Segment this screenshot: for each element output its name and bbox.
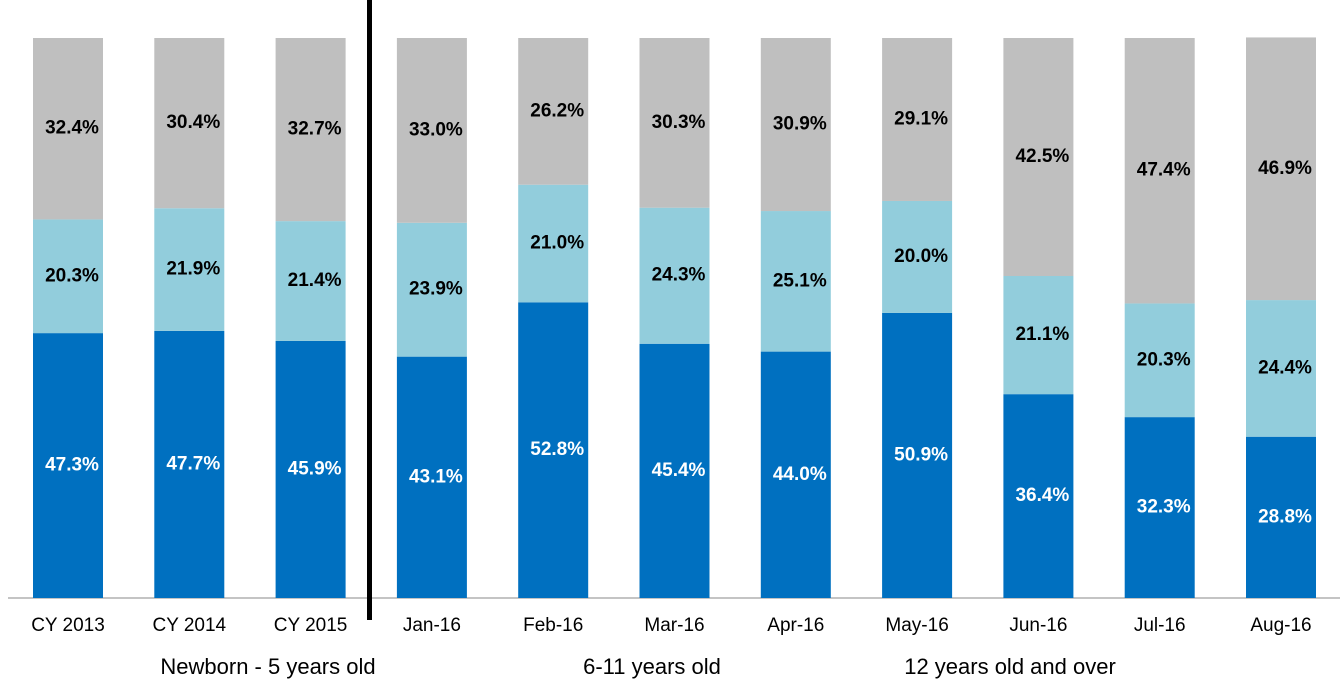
bar-segment bbox=[154, 38, 225, 209]
bar-segment bbox=[33, 333, 103, 598]
bar-segment bbox=[518, 184, 589, 303]
x-tick-label: Mar-16 bbox=[644, 615, 704, 636]
value-label: 42.5% bbox=[1015, 146, 1069, 167]
bar-segment bbox=[1124, 38, 1195, 304]
value-label: 24.4% bbox=[1258, 357, 1312, 378]
value-label: 23.9% bbox=[409, 279, 463, 300]
value-label: 30.9% bbox=[773, 114, 827, 135]
bar-segment bbox=[275, 38, 346, 222]
bar-segment bbox=[760, 38, 831, 212]
bar-segment bbox=[882, 312, 953, 598]
value-label: 44.0% bbox=[773, 464, 827, 485]
bar-segment bbox=[760, 211, 831, 352]
bar-segment bbox=[154, 330, 225, 598]
bar-segment bbox=[1003, 394, 1074, 598]
value-label: 21.0% bbox=[530, 233, 584, 254]
value-label: 32.3% bbox=[1137, 497, 1191, 518]
legend-label: 12 years old and over bbox=[904, 654, 1116, 679]
value-label: 46.9% bbox=[1258, 158, 1312, 179]
bar-segment bbox=[396, 356, 467, 598]
bar-segment bbox=[518, 302, 589, 598]
bar-segment bbox=[33, 38, 103, 220]
value-label: 47.7% bbox=[166, 453, 220, 474]
x-tick-label: Apr-16 bbox=[767, 615, 824, 636]
bar-segment bbox=[882, 200, 953, 313]
legend-label: Newborn - 5 years old bbox=[160, 654, 375, 679]
x-tick-label: Feb-16 bbox=[523, 615, 583, 636]
x-tick-label: CY 2014 bbox=[152, 615, 226, 636]
value-label: 32.7% bbox=[288, 119, 342, 140]
bar-segment bbox=[639, 343, 710, 598]
value-label: 43.1% bbox=[409, 466, 463, 487]
x-tick-label: Jul-16 bbox=[1134, 615, 1186, 636]
bar-segment bbox=[518, 38, 589, 185]
value-label: 47.4% bbox=[1137, 160, 1191, 181]
bar-segment bbox=[882, 38, 953, 201]
bar-segment bbox=[1246, 436, 1316, 598]
bar-segment bbox=[1246, 300, 1316, 437]
x-tick-label: CY 2013 bbox=[31, 615, 105, 636]
bar-segment bbox=[760, 351, 831, 598]
x-tick-label: CY 2015 bbox=[274, 615, 348, 636]
x-tick-label: Aug-16 bbox=[1250, 615, 1311, 636]
value-label: 30.3% bbox=[652, 112, 706, 133]
bar-segment bbox=[154, 208, 225, 331]
value-label: 29.1% bbox=[894, 108, 948, 129]
bar-segment bbox=[639, 38, 710, 208]
x-tick-label: Jan-16 bbox=[403, 615, 461, 636]
x-tick-label: Jun-16 bbox=[1009, 615, 1067, 636]
bar-segment bbox=[1246, 37, 1316, 301]
bar-segment bbox=[1003, 38, 1074, 276]
value-label: 20.0% bbox=[894, 246, 948, 267]
value-label: 25.1% bbox=[773, 270, 827, 291]
bar-segment bbox=[1124, 303, 1195, 418]
bar-segment bbox=[1003, 276, 1074, 395]
value-label: 20.3% bbox=[1137, 349, 1191, 370]
value-label: 45.9% bbox=[288, 458, 342, 479]
value-label: 21.9% bbox=[166, 259, 220, 280]
legend-label: 6-11 years old bbox=[583, 654, 721, 679]
bar-segment bbox=[33, 219, 103, 334]
value-label: 47.3% bbox=[45, 455, 99, 476]
value-label: 21.1% bbox=[1015, 324, 1069, 345]
x-tick-label: May-16 bbox=[885, 615, 948, 636]
value-label: 52.8% bbox=[530, 439, 584, 460]
bar-segment bbox=[275, 340, 346, 598]
value-label: 36.4% bbox=[1015, 485, 1069, 506]
bar-segment bbox=[275, 221, 346, 341]
bar-segment bbox=[396, 222, 467, 357]
bar-segment bbox=[1124, 417, 1195, 598]
value-label: 33.0% bbox=[409, 119, 463, 140]
value-label: 20.3% bbox=[45, 265, 99, 286]
value-label: 26.2% bbox=[530, 100, 584, 121]
bar-segment bbox=[639, 207, 710, 344]
value-label: 28.8% bbox=[1258, 506, 1312, 527]
value-label: 24.3% bbox=[652, 265, 706, 286]
separator bbox=[367, 0, 372, 620]
value-label: 50.9% bbox=[894, 444, 948, 465]
value-label: 45.4% bbox=[652, 460, 706, 481]
bar-segment bbox=[396, 38, 467, 223]
value-label: 21.4% bbox=[288, 270, 342, 291]
value-label: 30.4% bbox=[166, 112, 220, 133]
value-label: 32.4% bbox=[45, 118, 99, 139]
